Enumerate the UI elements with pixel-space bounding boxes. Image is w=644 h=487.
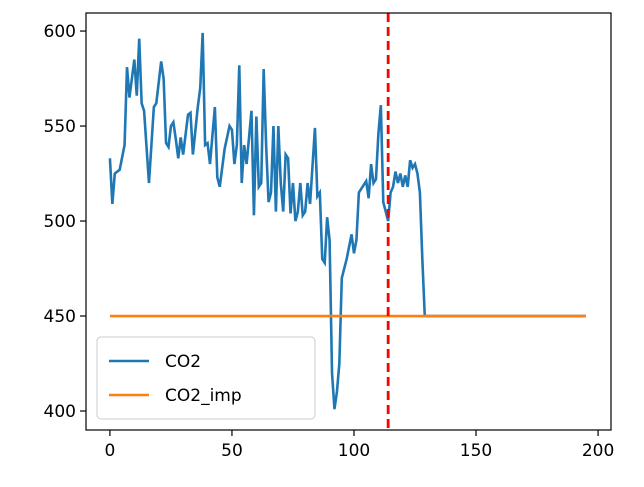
line-series (108, 32, 586, 410)
x-tick-label: 150 (460, 441, 492, 461)
legend-box (96, 336, 316, 420)
legend-label: CO2_imp (165, 386, 242, 406)
axes-frame (85, 12, 612, 431)
y-tick-label: 600 (44, 22, 76, 42)
y-tick-label: 450 (44, 307, 76, 327)
x-tick-label: 50 (221, 441, 243, 461)
x-tick-label: 0 (105, 441, 116, 461)
y-tick-label: 550 (44, 117, 76, 137)
legend-label: CO2 (165, 352, 201, 372)
x-tick-label: 200 (582, 441, 614, 461)
x-tick-label: 100 (338, 441, 370, 461)
y-tick-label: 400 (44, 402, 76, 422)
y-tick-label: 500 (44, 212, 76, 232)
